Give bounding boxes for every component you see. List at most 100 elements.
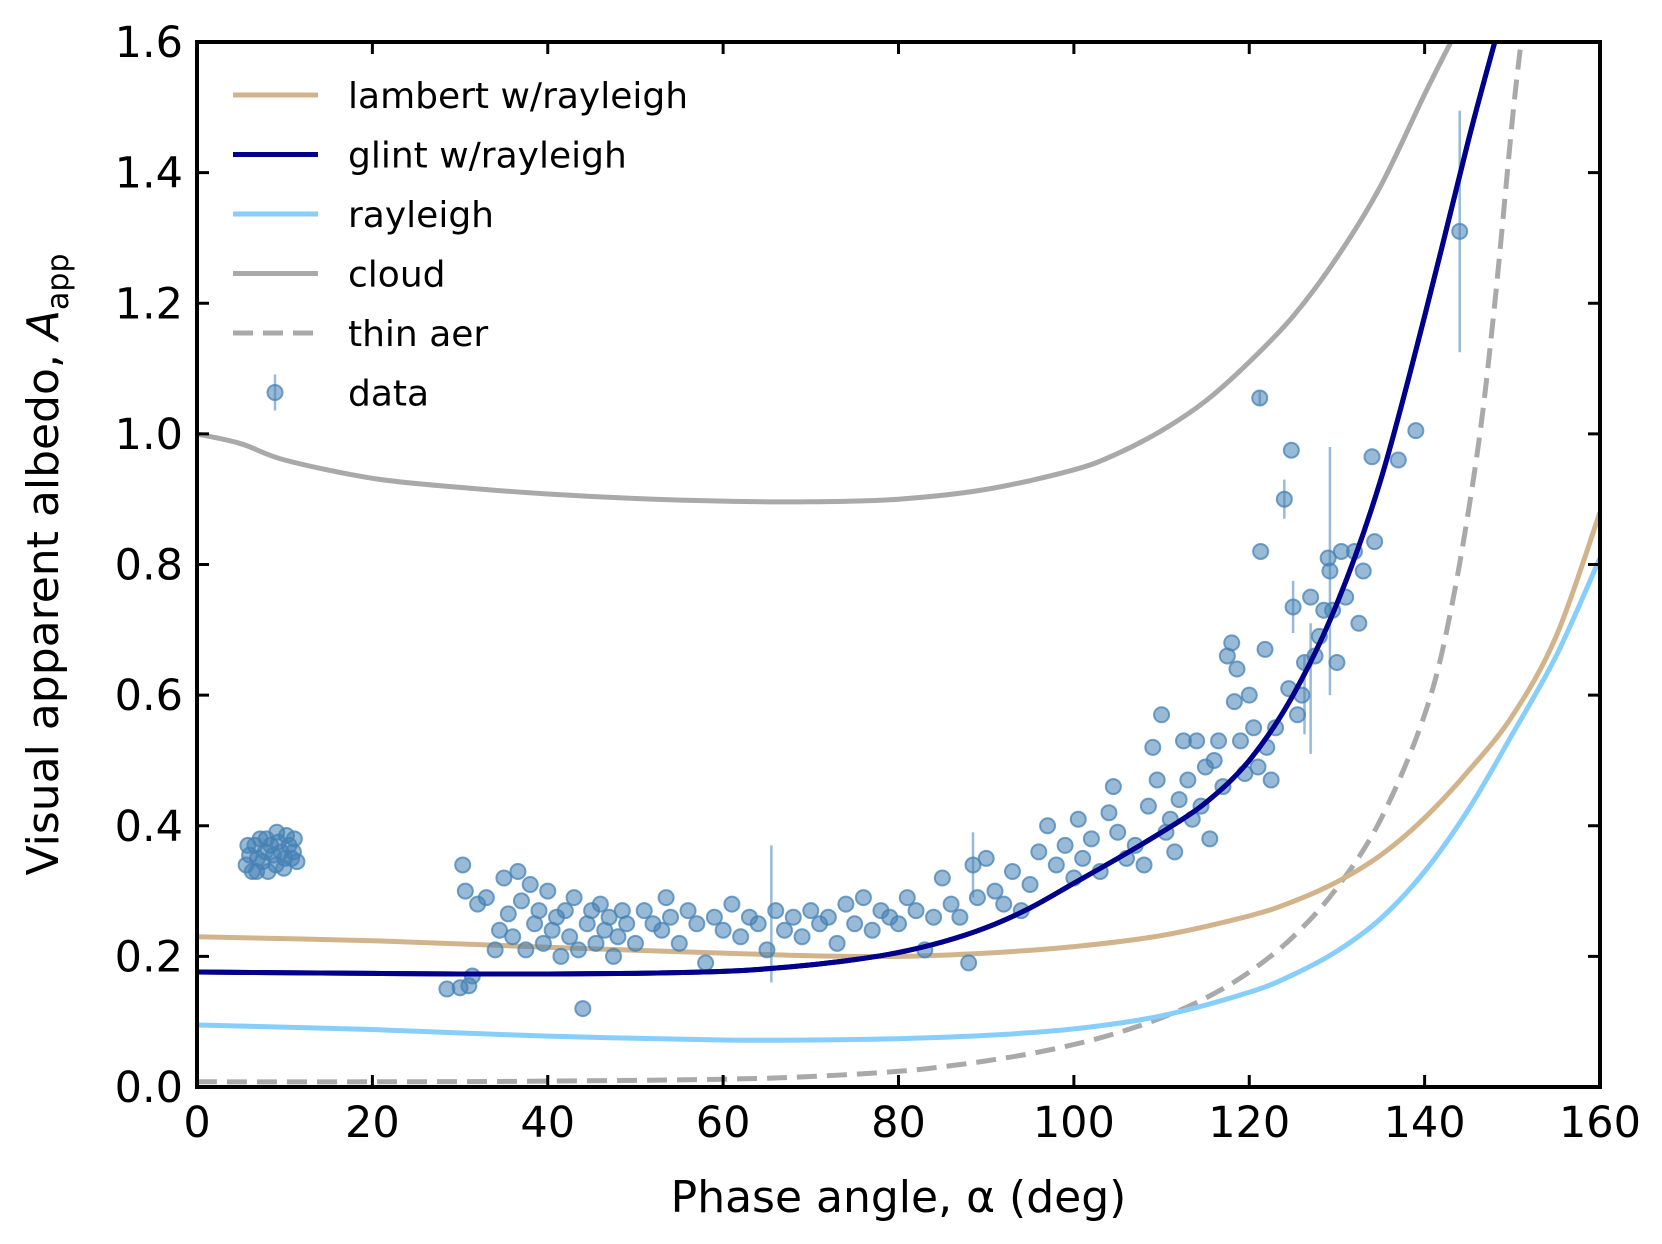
data-point bbox=[454, 856, 472, 874]
x-tick-label: 140 bbox=[1384, 1098, 1466, 1148]
legend-entry-glint-w-rayleigh: glint w/rayleigh bbox=[233, 136, 627, 177]
y-tick-label: 0.0 bbox=[115, 1063, 183, 1113]
data-point bbox=[1231, 732, 1249, 750]
data-point bbox=[504, 928, 522, 946]
data-point bbox=[802, 902, 820, 920]
data-point bbox=[662, 908, 680, 926]
y-tick-label: 0.2 bbox=[115, 932, 183, 982]
legend-label: glint w/rayleigh bbox=[348, 136, 627, 177]
y-tick-label: 0.6 bbox=[115, 671, 183, 721]
curve-lambert-w-rayleigh bbox=[197, 511, 1600, 960]
data-point bbox=[1350, 614, 1368, 632]
data-point bbox=[521, 876, 539, 894]
data-point bbox=[1056, 836, 1074, 854]
data-point bbox=[964, 856, 982, 874]
data-point bbox=[784, 908, 802, 926]
data-point bbox=[1135, 856, 1153, 874]
data-point bbox=[561, 928, 579, 946]
data-point bbox=[1252, 542, 1270, 560]
data-point bbox=[1153, 706, 1171, 724]
data-point bbox=[1039, 817, 1057, 835]
y-axis-label-symbol: A bbox=[18, 310, 69, 343]
data-point bbox=[626, 934, 644, 952]
data-point bbox=[534, 934, 552, 952]
data-point bbox=[767, 902, 785, 920]
legend-entry-thin-aer: thin aer bbox=[233, 314, 488, 355]
data-point bbox=[828, 934, 846, 952]
data-point bbox=[248, 862, 266, 880]
data-point bbox=[1166, 843, 1184, 861]
data-point bbox=[635, 902, 653, 920]
data-point bbox=[618, 915, 636, 933]
y-tick-label: 1.0 bbox=[115, 410, 183, 460]
legend-label: thin aer bbox=[348, 314, 488, 355]
data-point bbox=[1262, 771, 1280, 789]
data-point bbox=[688, 915, 706, 933]
x-tick-label: 0 bbox=[183, 1098, 210, 1148]
data-point bbox=[1451, 222, 1469, 240]
data-point bbox=[486, 941, 504, 959]
data-point bbox=[556, 902, 574, 920]
x-tick-label: 80 bbox=[871, 1098, 926, 1148]
data-point bbox=[679, 902, 697, 920]
data-point bbox=[1256, 640, 1274, 658]
y-tick-label: 1.2 bbox=[115, 279, 183, 329]
data-point bbox=[284, 843, 302, 861]
legend: lambert w/rayleigh glint w/rayleigh raylei… bbox=[233, 76, 688, 415]
data-point bbox=[907, 902, 925, 920]
data-point bbox=[495, 869, 513, 887]
axis-ticks: 0 20 40 60 80 100 120 140 160 0.0 0.2 0.4 0.6 0.8 1.0 1… bbox=[115, 18, 1641, 1148]
data-point bbox=[1109, 823, 1127, 841]
curve-cloud bbox=[197, 42, 1454, 505]
data-point bbox=[565, 889, 583, 907]
data-point bbox=[477, 889, 495, 907]
legend-entry-data: data bbox=[266, 374, 429, 415]
data-point bbox=[512, 892, 530, 910]
data-point bbox=[1251, 389, 1269, 407]
data-point bbox=[1148, 771, 1166, 789]
data-point bbox=[1170, 791, 1188, 809]
data-point bbox=[846, 915, 864, 933]
x-axis-label: Phase angle, α (deg) bbox=[671, 1172, 1127, 1223]
data-point bbox=[1021, 876, 1039, 894]
data-point bbox=[1139, 797, 1157, 815]
data-points bbox=[237, 222, 1469, 1018]
data-point bbox=[749, 915, 767, 933]
x-tick-label: 40 bbox=[520, 1098, 575, 1148]
data-point bbox=[1275, 490, 1293, 508]
data-point bbox=[609, 928, 627, 946]
data-point bbox=[960, 954, 978, 972]
data-point bbox=[591, 895, 609, 913]
legend-swatch-marker bbox=[266, 384, 284, 401]
data-point bbox=[933, 869, 951, 887]
data-point bbox=[1205, 751, 1223, 769]
data-point bbox=[1030, 843, 1048, 861]
data-point bbox=[1245, 719, 1263, 737]
data-point bbox=[539, 882, 557, 900]
x-tick-label: 60 bbox=[696, 1098, 751, 1148]
legend-entry-rayleigh: rayleigh bbox=[233, 195, 494, 236]
data-point bbox=[552, 947, 570, 965]
data-point bbox=[499, 905, 517, 923]
data-point bbox=[1179, 771, 1197, 789]
curve-rayleigh bbox=[197, 556, 1600, 1043]
legend-label: data bbox=[348, 374, 429, 415]
data-point bbox=[1082, 830, 1100, 848]
data-point bbox=[239, 836, 257, 854]
data-point bbox=[758, 941, 776, 959]
data-point bbox=[854, 889, 872, 907]
data-point bbox=[574, 1000, 592, 1018]
data-point bbox=[1225, 693, 1243, 711]
legend-label: rayleigh bbox=[348, 195, 494, 236]
data-point bbox=[1240, 686, 1258, 704]
data-point bbox=[1389, 451, 1407, 469]
data-point bbox=[1201, 830, 1219, 848]
x-tick-label: 120 bbox=[1208, 1098, 1290, 1148]
data-point bbox=[968, 889, 986, 907]
y-axis-label-main: Visual apparent albedo, bbox=[18, 340, 69, 875]
data-point bbox=[819, 908, 837, 926]
data-point bbox=[1069, 810, 1087, 828]
data-point bbox=[1100, 804, 1118, 822]
data-point bbox=[1302, 588, 1320, 606]
